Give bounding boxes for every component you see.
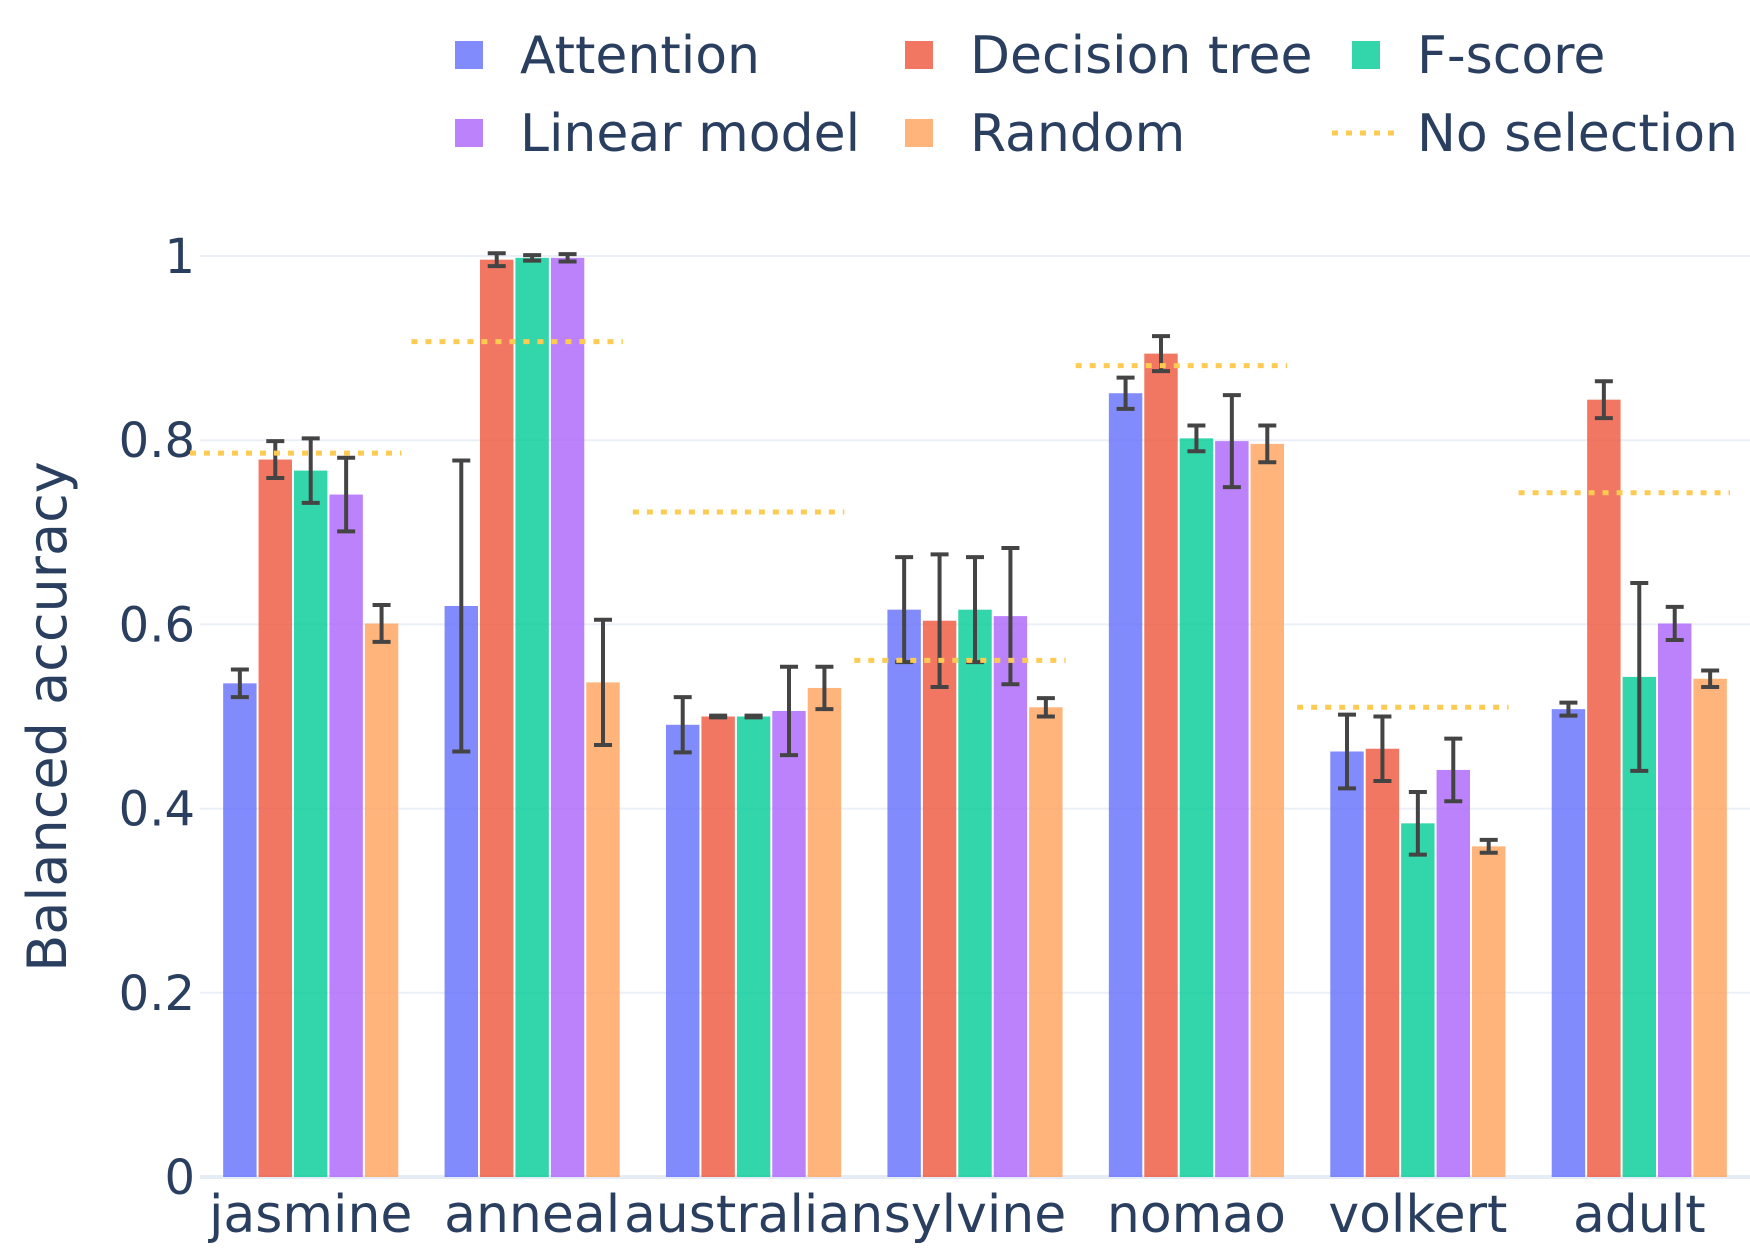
- legend-swatch: [905, 119, 933, 147]
- legend-swatch: [455, 41, 483, 69]
- bar-f-score: [1401, 823, 1435, 1177]
- bar-decision-tree: [258, 459, 292, 1177]
- bar-f-score: [294, 470, 328, 1177]
- y-tick-label: 0.6: [119, 597, 195, 653]
- bar-linear-model: [1436, 769, 1470, 1177]
- bar-linear-model: [550, 257, 585, 1177]
- y-tick-label: 0.4: [119, 782, 195, 838]
- bar-random: [1472, 846, 1506, 1177]
- legend-label: Decision tree: [970, 26, 1313, 86]
- bar-linear-model: [993, 616, 1028, 1177]
- y-tick-label: 1: [164, 229, 195, 285]
- bar-attention: [666, 724, 700, 1177]
- x-tick-label: sylvine: [884, 1185, 1066, 1245]
- bar-decision-tree: [922, 620, 957, 1177]
- y-axis-title: Balanced accuracy: [16, 461, 79, 971]
- legend-label: Random: [970, 104, 1185, 164]
- bar-f-score: [736, 716, 771, 1177]
- legend-label: F-score: [1417, 26, 1605, 86]
- bar-random: [364, 623, 399, 1177]
- bar-linear-model: [329, 494, 363, 1177]
- bar-linear-model: [1658, 623, 1692, 1177]
- y-tick-label: 0: [164, 1150, 195, 1206]
- x-tick-label: nomao: [1107, 1185, 1286, 1245]
- bar-decision-tree: [1144, 353, 1178, 1178]
- y-tick-label: 0.8: [119, 413, 195, 469]
- bar-attention: [1330, 751, 1364, 1177]
- bar-attention: [1108, 393, 1143, 1177]
- x-tick-label: volkert: [1328, 1185, 1507, 1245]
- bar-f-score: [515, 257, 549, 1177]
- x-tick-label: anneal: [444, 1185, 620, 1245]
- bar-random: [807, 687, 842, 1177]
- bar-decision-tree: [1365, 748, 1400, 1177]
- bar-f-score: [1179, 438, 1214, 1177]
- legend-swatch: [455, 119, 483, 147]
- x-tick-label: jasmine: [208, 1185, 412, 1245]
- y-tick-label: 0.2: [119, 966, 195, 1022]
- bar-random: [1693, 678, 1727, 1177]
- bar-decision-tree: [480, 259, 514, 1178]
- bar-attention: [223, 683, 257, 1177]
- x-tick-label: australian: [624, 1185, 883, 1245]
- bar-f-score: [958, 609, 992, 1177]
- bar-linear-model: [772, 710, 806, 1177]
- bar-decision-tree: [701, 716, 735, 1177]
- legend-swatch: [1352, 41, 1380, 69]
- bar-attention: [887, 609, 921, 1177]
- bar-linear-model: [1215, 441, 1249, 1178]
- legend-label: No selection: [1417, 104, 1738, 164]
- bar-random: [1250, 443, 1284, 1177]
- bar-random: [586, 682, 620, 1177]
- legend-swatch: [905, 41, 933, 69]
- bar-attention: [1551, 709, 1586, 1177]
- x-tick-label: adult: [1573, 1185, 1706, 1245]
- bar-random: [1029, 707, 1063, 1177]
- legend-label: Attention: [520, 26, 760, 86]
- legend-label: Linear model: [520, 104, 860, 164]
- bar-decision-tree: [1587, 399, 1621, 1177]
